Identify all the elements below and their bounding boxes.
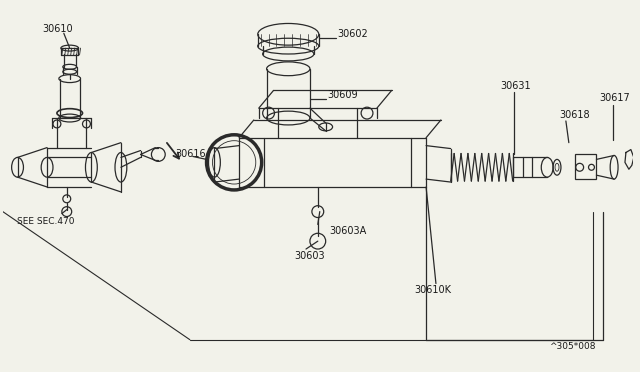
Text: 30603: 30603	[294, 251, 324, 261]
Text: SEE SEC.470: SEE SEC.470	[17, 217, 74, 226]
Text: 30610K: 30610K	[414, 285, 451, 295]
Text: ^305*008: ^305*008	[549, 343, 596, 352]
Text: 30618: 30618	[559, 110, 589, 120]
Text: 30617: 30617	[599, 93, 630, 103]
Text: 30609: 30609	[328, 90, 358, 100]
Text: 30610: 30610	[42, 25, 73, 34]
Text: 30616: 30616	[175, 150, 205, 160]
Text: 30602: 30602	[337, 29, 368, 39]
Text: 30603A: 30603A	[330, 226, 367, 236]
Text: 30631: 30631	[500, 80, 531, 90]
Bar	[575, 154, 596, 179]
